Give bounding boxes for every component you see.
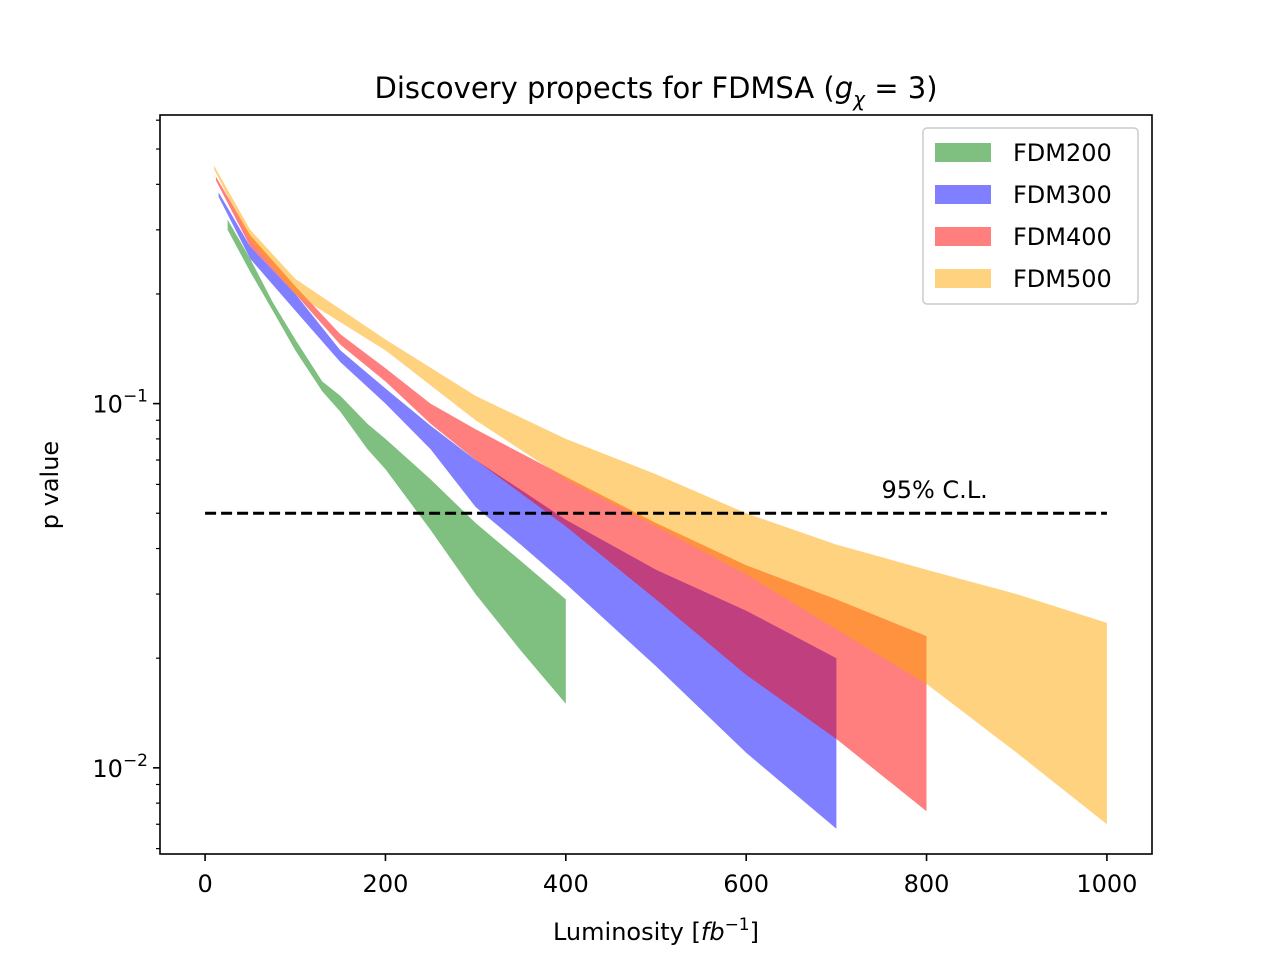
x-axis-ticks: 0 200 400 600 800 1000 [197, 854, 1137, 898]
y-tick-label: 10−1 [92, 387, 148, 419]
x-tick-label: 800 [904, 870, 950, 898]
band-fdm300 [218, 192, 837, 829]
plot-frame [159, 114, 1153, 855]
legend-swatch-fdm300 [935, 185, 991, 204]
legend-swatch-fdm400 [935, 227, 991, 246]
legend-swatch-fdm500 [935, 269, 991, 288]
legend-box [922, 127, 1139, 305]
x-tick-label: 0 [197, 870, 212, 898]
y-axis-label: p value [36, 441, 64, 529]
x-tick-label: 600 [723, 870, 769, 898]
legend: FDM200 FDM300 FDM400 FDM500 [922, 127, 1139, 305]
confidence-level-annotation: 95% C.L. [881, 476, 987, 504]
x-tick-label: 200 [363, 870, 409, 898]
legend-label-fdm300: FDM300 [1013, 181, 1112, 209]
x-axis-label: Luminosity [fb−1] [553, 915, 759, 946]
band-fdm500 [214, 165, 1107, 825]
band-fdm200 [227, 219, 566, 704]
y-axis-ticks: 10−1 10−2 [92, 119, 160, 850]
band-fdm400 [215, 176, 927, 812]
legend-label-fdm500: FDM500 [1013, 265, 1112, 293]
x-tick-label: 400 [543, 870, 589, 898]
x-axis-label-superscript: −1 [725, 915, 750, 935]
legend-items: FDM200 FDM300 FDM400 FDM500 [935, 139, 1112, 293]
series-bands [214, 165, 1107, 829]
legend-label-fdm400: FDM400 [1013, 223, 1112, 251]
title-subscript: χ [852, 87, 866, 111]
legend-swatch-fdm200 [935, 143, 991, 162]
y-tick-label: 10−2 [92, 751, 148, 783]
x-tick-label: 1000 [1076, 870, 1137, 898]
legend-label-fdm200: FDM200 [1013, 139, 1112, 167]
title-variable: g [835, 71, 853, 105]
chart-title: Discovery propects for FDMSA (gχ = 3) [374, 71, 937, 111]
